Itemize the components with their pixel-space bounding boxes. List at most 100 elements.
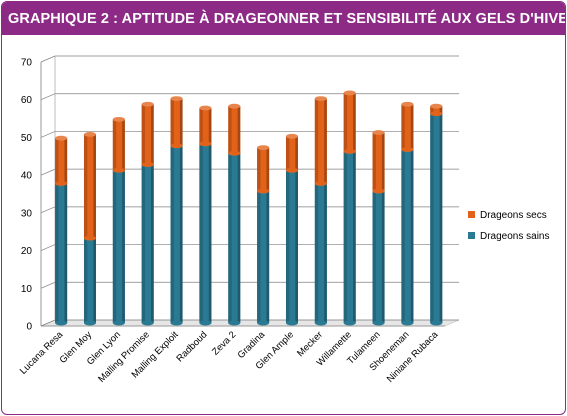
bar-sains-bottom <box>372 320 385 326</box>
bar-secs-bottom <box>170 143 183 149</box>
bar-sains-shade <box>228 153 232 323</box>
bar-secs-edge <box>410 104 414 150</box>
bar-secs-bottom <box>199 141 212 147</box>
bar-secs-shade <box>112 119 117 171</box>
bar-sains-shade <box>83 238 88 323</box>
bar-secs-top <box>141 101 154 107</box>
bar-sains-edge <box>324 183 327 323</box>
y-tick-label: 50 <box>21 133 33 144</box>
bar-secs-bottom <box>401 147 414 152</box>
gridline <box>40 244 459 251</box>
bar-secs-edge <box>179 98 183 146</box>
bar-secs-top <box>285 133 298 139</box>
bar-secs-shade <box>141 104 146 165</box>
bar-secs-edge <box>208 108 212 144</box>
bar-sains-bottom <box>257 320 270 326</box>
bar-secs-top <box>314 96 327 101</box>
bar-secs-edge <box>122 119 125 171</box>
bar-sains-shade <box>55 183 59 323</box>
bar-secs-bottom <box>285 167 298 173</box>
bar-sains-edge <box>353 151 356 323</box>
bar-sains-bottom <box>343 320 356 326</box>
bar-secs-shade <box>199 108 203 144</box>
legend-label: Drageons secs <box>480 210 547 221</box>
x-tick-label: Radboud <box>174 329 209 364</box>
bar-sains-edge <box>237 153 241 323</box>
bar-sains-bottom <box>55 320 68 326</box>
bar-sains-edge <box>208 143 212 323</box>
x-tick-label: Lucana Resa <box>18 329 66 377</box>
legend-label: Drageons sains <box>480 231 549 242</box>
chart-title: GRAPHIQUE 2 : APTITUDE À DRAGEONNER ET S… <box>8 10 566 27</box>
bar-sains-shade <box>199 143 203 323</box>
bar-secs-top <box>228 103 241 109</box>
bar-secs-shade <box>55 138 59 184</box>
bar-secs-top <box>83 132 96 137</box>
bar-secs-bottom <box>228 150 241 156</box>
bar-secs-top <box>170 96 183 101</box>
x-tick-label: Niniane Rubaca <box>385 329 441 385</box>
bar-secs-bottom <box>257 188 270 194</box>
bar-sains-bottom <box>141 320 154 326</box>
bar-secs-bottom <box>343 149 356 154</box>
bar-secs-edge <box>64 138 68 184</box>
gridline <box>40 281 459 289</box>
bar-sains-bottom <box>170 320 183 326</box>
bar-secs-bottom <box>112 167 125 173</box>
bar-secs-shade <box>83 134 88 239</box>
bar-sains-bottom <box>83 320 96 326</box>
bar-secs-shade <box>170 98 174 146</box>
bar-sains-edge <box>122 170 125 323</box>
bar-secs-bottom <box>141 162 154 168</box>
y-tick-label: 40 <box>21 171 33 182</box>
bar-secs-shade <box>228 106 232 154</box>
bar-secs-edge <box>353 92 356 152</box>
bar-sains-bottom <box>430 320 443 326</box>
bar-sains-shade <box>112 170 117 323</box>
bar-secs-edge <box>324 98 327 184</box>
bar-secs-bottom <box>83 235 96 241</box>
bar-sains-shade <box>430 113 434 323</box>
bar-sains-shade <box>285 170 290 323</box>
bar-sains-edge <box>179 145 183 323</box>
bar-sains-shade <box>141 164 146 323</box>
title-bar: GRAPHIQUE 2 : APTITUDE À DRAGEONNER ET S… <box>2 2 565 35</box>
chart-floor <box>40 319 460 327</box>
bar-secs-top <box>55 135 68 141</box>
bar-secs-shade <box>372 132 376 191</box>
y-tick-label: 60 <box>21 95 33 106</box>
y-tick-label: 10 <box>21 284 33 295</box>
bar-secs-shade <box>314 98 319 184</box>
bar-secs-shade <box>430 106 434 114</box>
gridline <box>40 206 459 214</box>
bar-sains-bottom <box>285 320 298 326</box>
gridline <box>40 168 459 176</box>
bar-secs-bottom <box>430 111 443 117</box>
bar-sains-edge <box>93 238 96 323</box>
bar-sains-bottom <box>112 320 125 326</box>
bar-sains-shade <box>372 191 376 323</box>
bar-sains-edge <box>64 183 68 323</box>
bar-sains-edge <box>439 113 443 323</box>
bar-sains-shade <box>170 145 174 323</box>
bar-sains-edge <box>381 191 385 323</box>
bar-secs-bottom <box>372 188 385 194</box>
x-tick-label: Malling Promise <box>96 329 152 385</box>
y-tick-label: 0 <box>26 322 32 333</box>
bar-secs-top <box>112 116 125 122</box>
bar-sains-edge <box>151 164 154 323</box>
gridline <box>40 55 459 63</box>
y-tick-label: 30 <box>21 208 33 219</box>
bar-secs-shade <box>257 147 261 191</box>
y-tick-label: 70 <box>21 58 33 69</box>
bar-sains-bottom <box>401 320 414 326</box>
bar-secs <box>430 106 443 114</box>
bar-secs-shade <box>285 136 290 171</box>
bar-secs-bottom <box>314 181 327 186</box>
bar-secs-top <box>401 101 414 107</box>
bar-secs-top <box>372 130 385 135</box>
y-tick-label: 20 <box>21 246 33 257</box>
gridline <box>40 131 459 138</box>
bar-secs-shade <box>343 92 348 152</box>
